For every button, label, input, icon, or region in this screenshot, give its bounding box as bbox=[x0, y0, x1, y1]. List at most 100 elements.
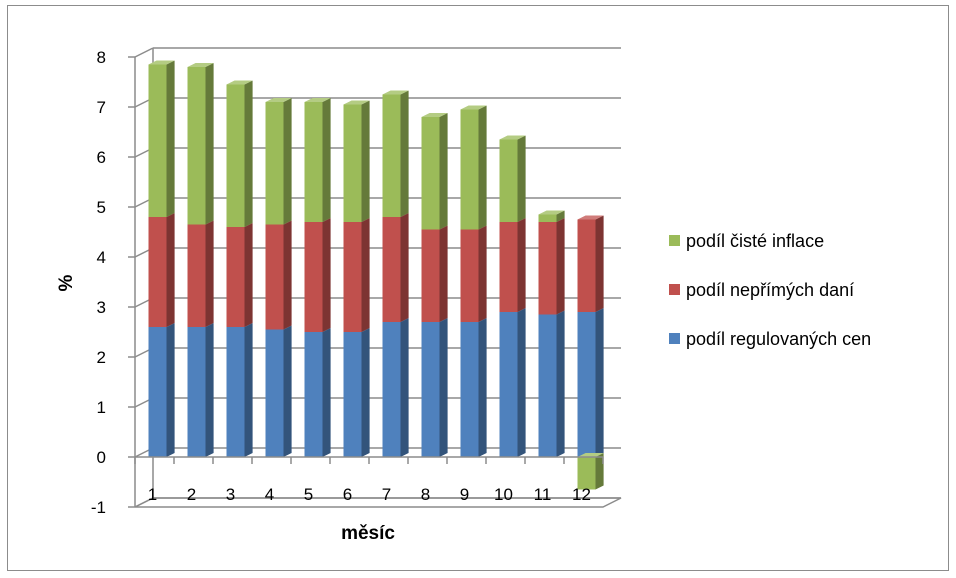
x-tick-label: 4 bbox=[265, 485, 274, 504]
x-tick-label: 12 bbox=[572, 485, 591, 504]
bar-1-6-front bbox=[382, 217, 401, 322]
y-tick-label: 2 bbox=[97, 348, 106, 367]
bar-2-5-front bbox=[343, 104, 362, 222]
bar-0-5 bbox=[343, 327, 370, 457]
y-tick-label: 6 bbox=[97, 148, 106, 167]
bar-1-2 bbox=[226, 222, 253, 327]
bar-1-11-side bbox=[595, 215, 604, 312]
bar-0-4-side bbox=[322, 327, 331, 457]
bar-1-7 bbox=[421, 225, 448, 322]
bar-1-11 bbox=[577, 215, 604, 312]
bar-1-1-side bbox=[205, 220, 214, 327]
bar-2-3 bbox=[265, 97, 292, 225]
bar-1-0 bbox=[148, 212, 175, 327]
x-tick-label: 2 bbox=[187, 485, 196, 504]
bar-2-11-side bbox=[595, 452, 604, 490]
bar-1-4-front bbox=[304, 222, 323, 332]
bar-1-8 bbox=[460, 225, 487, 322]
bar-2-4-front bbox=[304, 102, 323, 222]
bar-1-11-front bbox=[577, 219, 596, 312]
y-tick-label: 1 bbox=[97, 398, 106, 417]
legend-item: podíl čisté inflace bbox=[669, 231, 824, 251]
bar-0-4-front bbox=[304, 332, 323, 457]
bar-2-8 bbox=[460, 105, 487, 230]
bar-0-7-side bbox=[439, 317, 448, 457]
gridline-side bbox=[134, 47, 154, 58]
bar-2-4-side bbox=[322, 97, 331, 222]
bar-2-6-side bbox=[400, 90, 409, 217]
bar-0-11-front bbox=[577, 312, 596, 457]
bar-2-6-front bbox=[382, 94, 401, 217]
bar-0-9-front bbox=[499, 312, 518, 457]
bar-1-3-front bbox=[265, 224, 284, 330]
axes bbox=[128, 56, 622, 508]
bar-1-11-top bbox=[577, 215, 604, 220]
legend-item: podíl regulovaných cen bbox=[669, 329, 871, 349]
bar-1-6-side bbox=[400, 212, 409, 322]
legend-swatch bbox=[669, 333, 680, 344]
bar-2-4 bbox=[304, 97, 331, 222]
bar-1-10 bbox=[538, 217, 565, 315]
bar-2-9-top bbox=[499, 135, 526, 140]
bar-0-9-side bbox=[517, 307, 526, 457]
bar-1-9-front bbox=[499, 222, 518, 312]
bar-2-7 bbox=[421, 112, 448, 230]
bar-2-6 bbox=[382, 90, 409, 217]
bar-1-2-side bbox=[244, 222, 253, 327]
bar-1-5-front bbox=[343, 222, 362, 332]
bar-0-0 bbox=[148, 322, 175, 457]
floor bbox=[134, 497, 622, 508]
bar-0-10 bbox=[538, 310, 565, 457]
bar-2-7-front bbox=[421, 117, 440, 230]
bar-0-8-front bbox=[460, 322, 479, 457]
bar-2-1-top bbox=[187, 62, 214, 67]
y-tick-label: -1 bbox=[91, 498, 106, 517]
bar-2-4-top bbox=[304, 97, 331, 102]
x-tick-label: 7 bbox=[382, 485, 391, 504]
x-axis-label: měsíc bbox=[341, 523, 395, 544]
bar-2-10-side bbox=[556, 210, 565, 222]
bar-2-11-front bbox=[577, 457, 596, 490]
bar-0-2-side bbox=[244, 322, 253, 457]
bar-0-3-side bbox=[283, 325, 292, 457]
bar-0-7 bbox=[421, 317, 448, 457]
bar-1-3-side bbox=[283, 220, 292, 330]
bar-0-2 bbox=[226, 322, 253, 457]
bar-0-0-front bbox=[148, 327, 167, 457]
x-tick-label: 8 bbox=[421, 485, 430, 504]
y-tick-label: 0 bbox=[97, 448, 106, 467]
bar-2-8-top bbox=[460, 105, 487, 110]
bar-2-7-side bbox=[439, 112, 448, 230]
bar-2-5-side bbox=[361, 100, 370, 222]
bar-0-3 bbox=[265, 325, 292, 457]
bar-2-8-front bbox=[460, 109, 479, 230]
legend-label: podíl nepřímých daní bbox=[686, 280, 854, 300]
bar-0-11 bbox=[577, 307, 604, 457]
bar-2-8-side bbox=[478, 105, 487, 230]
bar-2-0 bbox=[148, 60, 175, 218]
bar-0-9 bbox=[499, 307, 526, 457]
bar-2-10-front bbox=[538, 214, 557, 222]
bar-2-3-front bbox=[265, 102, 284, 225]
bar-2-6-top bbox=[382, 90, 409, 95]
bar-2-5-top bbox=[343, 100, 370, 105]
bar-1-9-side bbox=[517, 217, 526, 312]
bar-2-2-top bbox=[226, 80, 253, 85]
bar-2-9 bbox=[499, 135, 526, 222]
bar-1-4-side bbox=[322, 217, 331, 332]
bar-1-3 bbox=[265, 220, 292, 330]
bars bbox=[148, 60, 604, 490]
x-tick-label: 3 bbox=[226, 485, 235, 504]
bar-2-7-top bbox=[421, 112, 448, 117]
bar-0-1 bbox=[187, 322, 214, 457]
bar-0-6-front bbox=[382, 322, 401, 457]
y-tick-label: 7 bbox=[97, 98, 106, 117]
bar-1-9 bbox=[499, 217, 526, 312]
x-tick-label: 10 bbox=[494, 485, 513, 504]
bar-1-8-front bbox=[460, 229, 479, 322]
bar-1-1-front bbox=[187, 224, 206, 327]
bar-2-10-top bbox=[538, 210, 565, 215]
bar-1-10-front bbox=[538, 222, 557, 315]
